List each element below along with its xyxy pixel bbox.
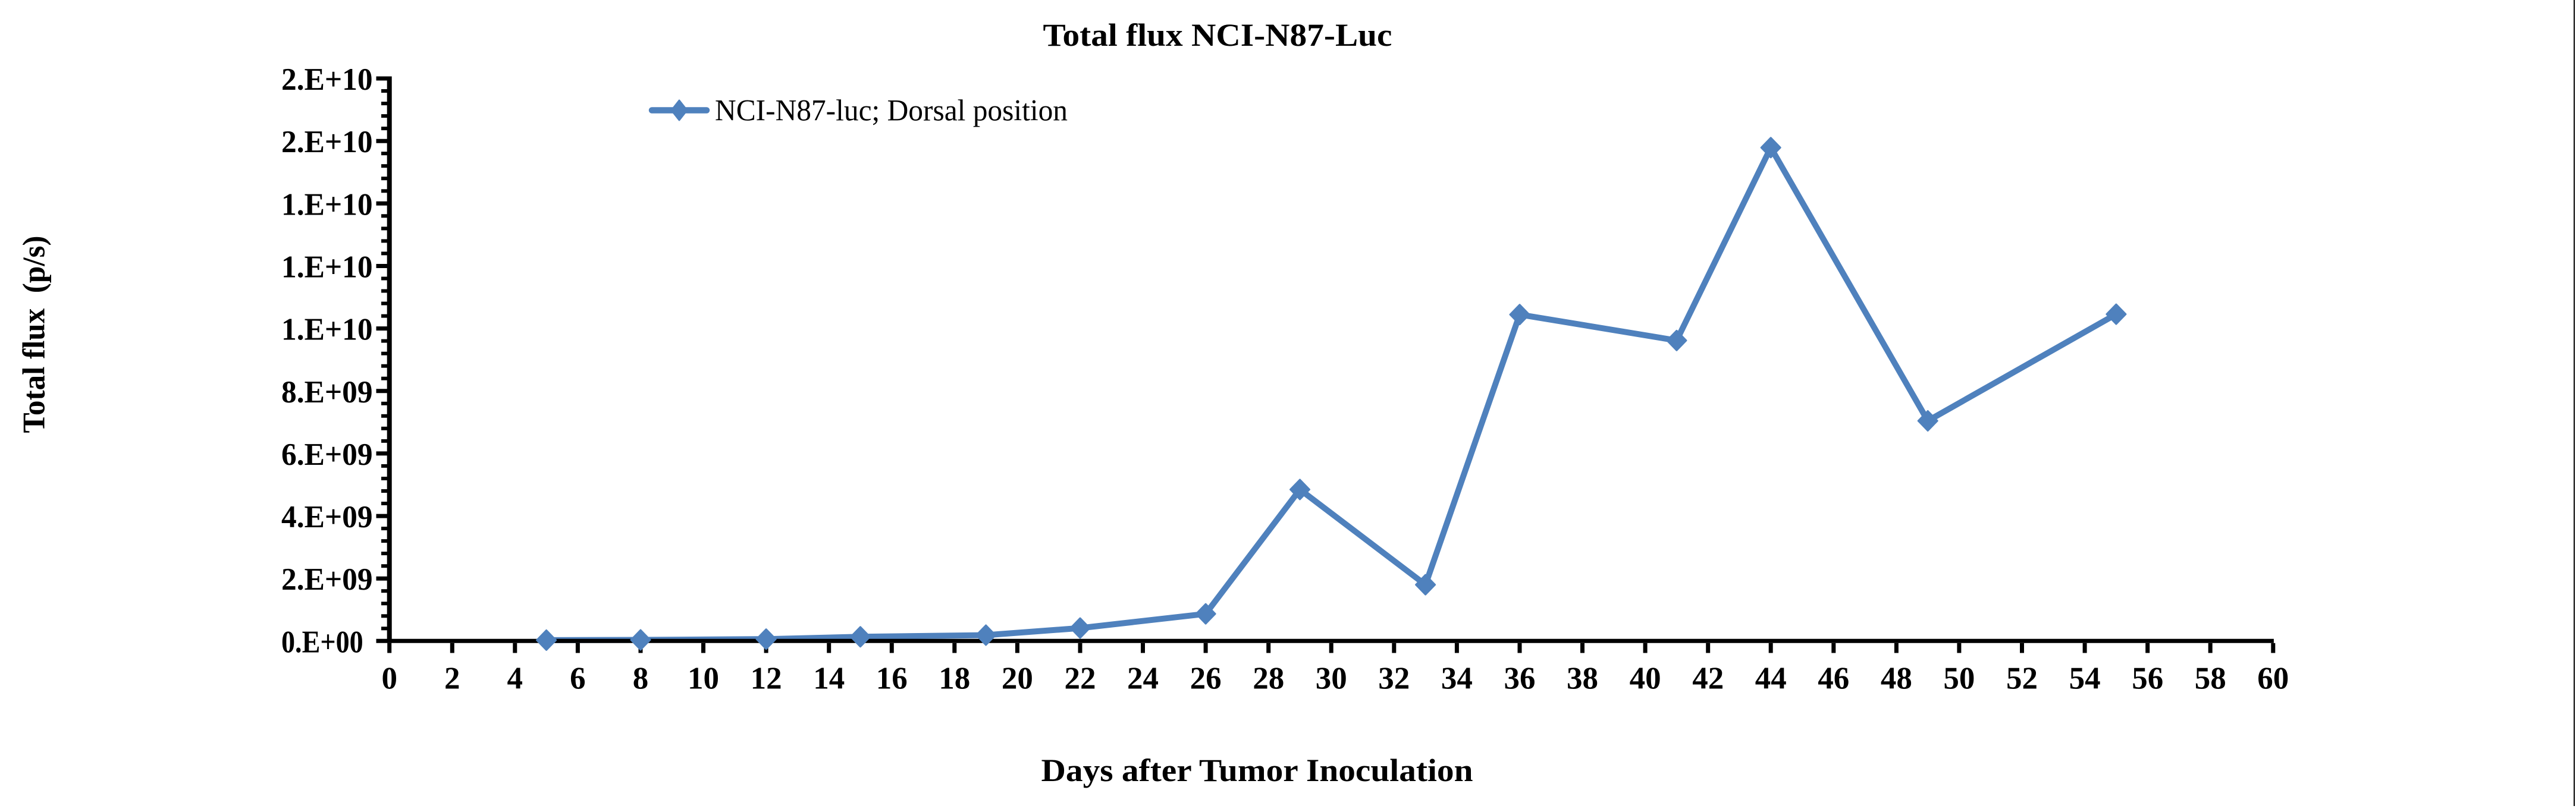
svg-text:32: 32	[1378, 662, 1410, 696]
svg-text:0: 0	[381, 662, 397, 696]
svg-text:4: 4	[507, 662, 523, 696]
svg-text:8: 8	[633, 662, 649, 696]
svg-text:16: 16	[876, 662, 908, 696]
svg-text:52: 52	[2006, 662, 2038, 696]
svg-text:NCI-N87-luc; Dorsal position: NCI-N87-luc; Dorsal position	[715, 94, 1068, 127]
svg-text:18: 18	[939, 662, 970, 696]
svg-text:Days after Tumor Inoculation: Days after Tumor Inoculation	[1041, 753, 1473, 788]
svg-text:1.E+10: 1.E+10	[281, 250, 373, 285]
svg-text:28: 28	[1253, 662, 1284, 696]
svg-text:46: 46	[1818, 662, 1849, 696]
svg-text:2: 2	[444, 662, 460, 696]
svg-text:Total flux NCI-N87-Luc: Total flux NCI-N87-Luc	[1043, 17, 1392, 53]
svg-text:1.E+10: 1.E+10	[281, 187, 373, 222]
svg-text:22: 22	[1065, 662, 1096, 696]
svg-text:56: 56	[2132, 662, 2163, 696]
svg-text:50: 50	[1943, 662, 1975, 696]
svg-text:0.E+00: 0.E+00	[281, 625, 363, 659]
svg-text:Total flux (p/s): Total flux (p/s)	[17, 236, 52, 433]
svg-text:54: 54	[2069, 662, 2101, 696]
svg-text:6.E+09: 6.E+09	[281, 437, 373, 472]
svg-text:24: 24	[1127, 662, 1159, 696]
svg-text:26: 26	[1190, 662, 1222, 696]
svg-text:14: 14	[813, 662, 845, 696]
svg-text:42: 42	[1692, 662, 1724, 696]
svg-text:44: 44	[1755, 662, 1787, 696]
svg-text:2.E+10: 2.E+10	[281, 125, 373, 159]
svg-text:8.E+09: 8.E+09	[281, 375, 373, 410]
svg-text:6: 6	[570, 662, 586, 696]
svg-text:4.E+09: 4.E+09	[281, 500, 373, 534]
svg-text:60: 60	[2257, 662, 2289, 696]
svg-text:2.E+10: 2.E+10	[281, 62, 373, 97]
svg-text:34: 34	[1441, 662, 1473, 696]
svg-text:2.E+09: 2.E+09	[281, 562, 373, 597]
svg-text:20: 20	[1002, 662, 1033, 696]
svg-text:58: 58	[2195, 662, 2226, 696]
svg-text:1.E+10: 1.E+10	[281, 313, 373, 347]
svg-text:12: 12	[751, 662, 782, 696]
svg-text:40: 40	[1630, 662, 1661, 696]
svg-text:48: 48	[1881, 662, 1912, 696]
svg-text:10: 10	[688, 662, 719, 696]
svg-text:38: 38	[1567, 662, 1598, 696]
svg-text:36: 36	[1504, 662, 1536, 696]
svg-text:30: 30	[1316, 662, 1347, 696]
